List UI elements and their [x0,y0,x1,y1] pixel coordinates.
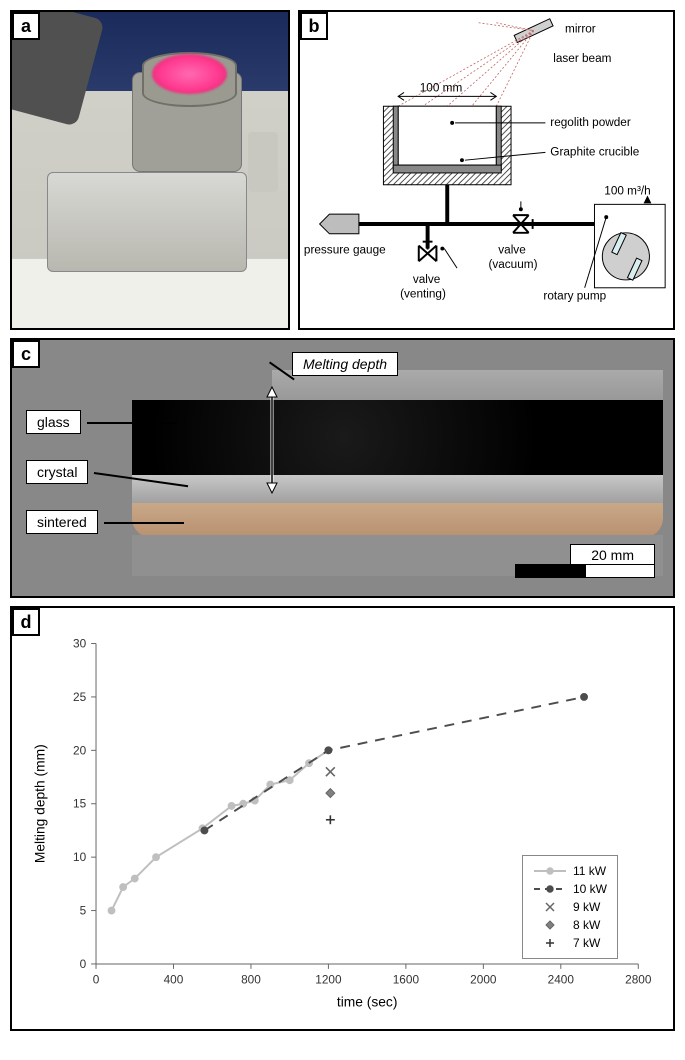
svg-text:0: 0 [80,957,87,971]
panel-c: c glass crystal sintered Melting depth [10,338,675,598]
scalebar: 20 mm [515,544,655,579]
label-crucible: Graphite crucible [550,145,639,158]
legend-item: 7 kW [533,934,607,952]
melting-depth-chart: 0 400 800 1200 1600 2000 2400 2800 0 5 10 15 20 25 30 t… [27,623,658,1019]
panel-a-label: a [12,12,40,40]
svg-text:Melting depth (mm): Melting depth (mm) [33,744,48,863]
legend-item: 10 kW [533,880,607,898]
chart-legend: 11 kW 10 kW 9 kW 8 kW 7 kW [522,855,618,959]
sintered-layer [132,503,663,538]
svg-text:2800: 2800 [625,973,652,987]
svg-text:800: 800 [241,973,261,987]
label-valve-vac-2: (vacuum) [488,258,537,271]
label-valve-vent-2: (venting) [400,288,446,301]
svg-text:15: 15 [73,797,87,811]
svg-text:25: 25 [73,690,87,704]
legend-label: 10 kW [573,882,607,896]
svg-text:2000: 2000 [470,973,497,987]
legend-item: 11 kW [533,862,607,880]
hot-crucible-glow [152,54,227,94]
panel-c-photo: glass crystal sintered Melting depth 20 … [12,340,673,596]
figure-container: a b mirror [0,0,685,1041]
panel-b: b mirror laser beam [298,10,675,330]
melting-depth-arrow [262,385,282,495]
panel-b-label: b [300,12,328,40]
tag-melting-depth: Melting depth [292,352,398,376]
label-mirror: mirror [565,23,596,36]
label-regolith: regolith powder [550,116,631,129]
svg-text:time (sec): time (sec) [337,994,398,1009]
svg-text:0: 0 [93,973,100,987]
glass-layer [132,400,663,475]
label-flow: 100 m³/h [604,185,650,198]
tag-glass: glass [26,410,81,434]
panel-c-label: c [12,340,40,368]
label-laser: laser beam [553,52,611,65]
svg-text:400: 400 [164,973,184,987]
scalebar-label: 20 mm [570,544,655,566]
panel-a-photo [12,12,288,328]
crystal-layer [132,475,663,503]
legend-label: 7 kW [573,936,600,950]
svg-text:20: 20 [73,743,87,757]
label-width: 100 mm [420,81,463,94]
svg-text:30: 30 [73,636,87,650]
legend-label: 8 kW [573,918,600,932]
legend-label: 11 kW [573,864,606,878]
label-valve-vent-1: valve [413,273,441,286]
svg-text:1200: 1200 [315,973,342,987]
svg-text:1600: 1600 [393,973,420,987]
svg-text:5: 5 [80,903,87,917]
label-valve-vac-1: valve [498,243,526,256]
label-pump: rotary pump [543,290,606,303]
tag-crystal: crystal [26,460,88,484]
legend-label: 9 kW [573,900,600,914]
legend-item: 9 kW [533,898,607,916]
label-gauge: pressure gauge [304,243,386,256]
svg-text:2400: 2400 [548,973,575,987]
svg-text:10: 10 [73,850,87,864]
panel-d: d 0 400 800 1200 1600 2000 2400 2800 0 5 10 15 20 25 3… [10,606,675,1031]
tag-sintered: sintered [26,510,98,534]
panel-b-diagram: mirror laser beam 10 [300,12,673,328]
panel-d-label: d [12,608,40,636]
legend-item: 8 kW [533,916,607,934]
top-row: a b mirror [10,10,675,330]
panel-a: a [10,10,290,330]
